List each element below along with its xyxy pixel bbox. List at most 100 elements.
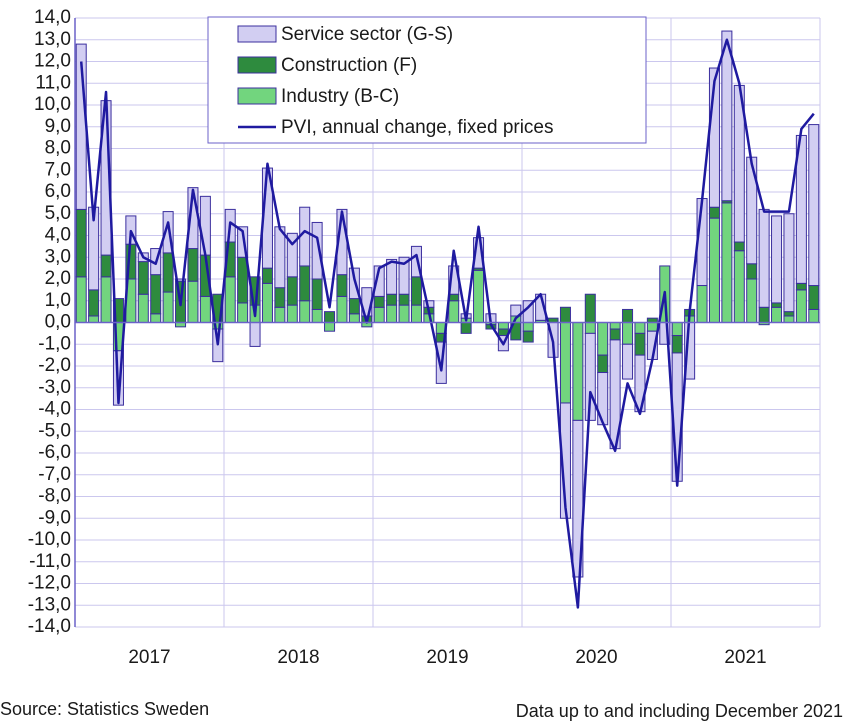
y-tick-label: -1,0: [38, 333, 71, 354]
bar: [746, 263, 758, 280]
bar: [795, 282, 807, 291]
bar: [274, 287, 286, 308]
bar: [622, 343, 634, 380]
bar: [249, 322, 261, 347]
bar: [398, 293, 410, 306]
bar: [671, 335, 683, 354]
bar: [373, 295, 385, 308]
bar: [646, 322, 658, 332]
legend-label: Construction (F): [281, 55, 417, 76]
legend-swatch: [237, 87, 277, 105]
bar: [808, 285, 820, 310]
y-tick-label: 2,0: [45, 268, 71, 289]
bar: [373, 265, 385, 297]
y-tick-label: -7,0: [38, 464, 71, 485]
bar: [324, 311, 336, 323]
bar: [336, 295, 348, 323]
x-tick-label: 2018: [277, 647, 319, 668]
bar: [237, 226, 249, 258]
bar: [448, 300, 460, 323]
bar: [100, 254, 112, 278]
bar: [261, 267, 273, 284]
bar: [609, 328, 621, 341]
bar: [261, 282, 273, 324]
y-tick-label: -11,0: [29, 551, 71, 572]
y-tick-label: 4,0: [45, 225, 71, 246]
x-tick-label: 2021: [724, 647, 766, 668]
bar: [336, 274, 348, 297]
bar: [510, 304, 522, 317]
bar: [286, 276, 298, 306]
bar: [199, 195, 211, 256]
bar: [187, 280, 199, 323]
legend-swatch: [237, 56, 277, 74]
y-tick-label: -14,0: [28, 616, 71, 637]
legend-label: PVI, annual change, fixed prices: [281, 117, 554, 138]
y-tick-label: 13,0: [34, 29, 71, 50]
bar: [622, 308, 634, 324]
bar: [708, 217, 720, 324]
y-tick-label: -10,0: [28, 529, 71, 550]
bar: [584, 293, 596, 324]
bar: [771, 302, 783, 308]
bar: [609, 322, 621, 330]
y-tick-label: -5,0: [38, 420, 71, 441]
bar: [597, 354, 609, 374]
bar: [808, 124, 820, 287]
y-tick-label: -4,0: [38, 399, 71, 420]
bar: [373, 306, 385, 323]
legend-label: Industry (B-C): [281, 86, 399, 107]
bar: [758, 208, 770, 308]
bar: [137, 293, 149, 324]
bar: [584, 322, 596, 334]
y-tick-label: -6,0: [38, 442, 71, 463]
bar: [311, 278, 323, 310]
bar: [386, 304, 398, 324]
y-tick-label: 6,0: [45, 181, 71, 202]
bar: [721, 30, 733, 202]
y-tick-label: 3,0: [45, 246, 71, 267]
bar: [597, 322, 609, 356]
y-tick-label: 9,0: [45, 116, 71, 137]
bar: [162, 211, 174, 254]
bar: [386, 293, 398, 306]
bar: [199, 295, 211, 323]
bar: [286, 232, 298, 278]
bar: [88, 315, 100, 324]
bar: [572, 322, 584, 421]
legend-box: [207, 16, 647, 144]
bar: [584, 332, 596, 421]
bar: [771, 215, 783, 304]
bar: [460, 322, 472, 334]
bar: [150, 313, 162, 323]
y-tick-label: 12,0: [34, 51, 71, 72]
y-tick-label: 11,0: [35, 72, 71, 93]
bar: [410, 276, 422, 306]
bar: [274, 306, 286, 323]
bar: [299, 265, 311, 302]
y-tick-label: -2,0: [38, 355, 71, 376]
bar: [75, 276, 87, 324]
bar: [150, 274, 162, 315]
bar: [88, 289, 100, 317]
bar: [348, 313, 360, 323]
bar: [137, 261, 149, 295]
bar: [100, 276, 112, 324]
bar: [559, 306, 571, 323]
bar: [783, 315, 795, 324]
bar: [398, 304, 410, 324]
bar: [286, 304, 298, 324]
bar: [671, 322, 683, 337]
bar: [522, 330, 534, 343]
y-tick-label: -8,0: [38, 486, 71, 507]
bar: [237, 256, 249, 304]
bar: [386, 258, 398, 295]
bar: [348, 298, 360, 315]
bar: [311, 221, 323, 280]
legend-label: Service sector (G-S): [281, 24, 453, 45]
bar: [274, 226, 286, 289]
bar: [410, 245, 422, 278]
bar: [746, 278, 758, 323]
bar: [75, 208, 87, 278]
